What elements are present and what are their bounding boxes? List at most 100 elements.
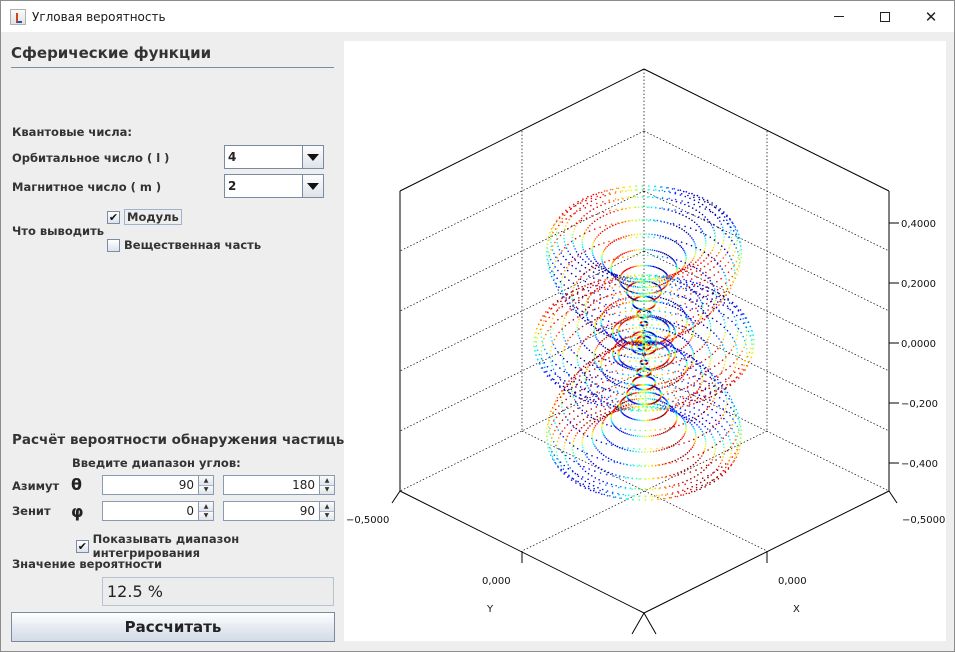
surface-point — [700, 228, 702, 230]
surface-point — [699, 270, 701, 272]
surface-point — [559, 433, 562, 436]
surface-point — [653, 334, 655, 337]
surface-point — [573, 418, 575, 420]
orbital-number-select[interactable]: 4 — [224, 145, 324, 169]
real-part-checkbox[interactable]: Вещественная часть — [107, 238, 261, 252]
azimuth-to-spinner[interactable]: 180 ▲ ▼ — [223, 475, 335, 495]
surface-point — [632, 318, 635, 321]
close-button[interactable]: ✕ — [908, 1, 954, 32]
spherical-harmonic-plot[interactable]: 0,4000 0,2000 0,0000 −0,200 −0,400 −0,50… — [344, 41, 946, 641]
orbital-dropdown-button[interactable] — [302, 146, 323, 168]
surface-point — [664, 282, 666, 284]
surface-point — [545, 311, 547, 313]
surface-point — [665, 187, 668, 189]
surface-point — [566, 476, 569, 478]
modulus-checkbox[interactable]: ✔ Модуль — [107, 209, 182, 225]
spinner-up-icon[interactable]: ▲ — [320, 476, 334, 486]
surface-point — [604, 350, 607, 353]
surface-point — [640, 248, 642, 251]
surface-point — [674, 387, 677, 389]
surface-point — [564, 246, 566, 249]
surface-point — [600, 266, 603, 268]
surface-point — [735, 233, 737, 236]
surface-point — [631, 488, 633, 490]
surface-point — [570, 403, 572, 406]
minimize-button[interactable] — [816, 1, 862, 32]
surface-point — [651, 408, 653, 411]
surface-point — [636, 334, 638, 337]
surface-point — [641, 280, 644, 283]
zenith-to-spinner[interactable]: 90 ▲ ▼ — [223, 501, 335, 521]
surface-point — [678, 327, 680, 329]
zenith-from-spinner[interactable]: 0 ▲ ▼ — [102, 501, 214, 521]
surface-point — [712, 292, 715, 295]
maximize-button[interactable] — [862, 1, 908, 32]
surface-point — [612, 496, 615, 499]
surface-point — [698, 297, 701, 299]
surface-point — [575, 250, 578, 253]
surface-point — [610, 307, 613, 309]
surface-point — [715, 390, 718, 392]
surface-point — [643, 350, 646, 353]
surface-point — [693, 255, 696, 258]
surface-point — [714, 232, 716, 234]
surface-point — [726, 219, 728, 221]
surface-point — [590, 402, 592, 404]
surface-point — [621, 253, 624, 255]
surface-point — [736, 229, 739, 232]
surface-point — [640, 314, 643, 316]
surface-point — [731, 320, 733, 323]
magnetic-dropdown-button[interactable] — [302, 175, 323, 197]
surface-point — [635, 300, 637, 303]
magnetic-number-select[interactable]: 2 — [224, 174, 324, 198]
surface-point — [638, 464, 641, 467]
surface-point — [604, 347, 607, 349]
surface-point — [735, 247, 738, 249]
spinner-down-icon[interactable]: ▼ — [320, 511, 334, 520]
surface-point — [731, 301, 734, 304]
surface-point — [546, 427, 548, 430]
surface-point — [541, 358, 543, 361]
surface-point — [662, 292, 665, 295]
surface-point — [671, 324, 673, 326]
surface-point — [719, 456, 722, 458]
title-bar: Угловая вероятность ✕ — [1, 1, 954, 32]
surface-point — [571, 384, 574, 387]
surface-point — [549, 353, 552, 356]
surface-point — [572, 381, 574, 384]
surface-point — [560, 283, 563, 285]
surface-point — [596, 300, 598, 302]
surface-point — [568, 346, 570, 348]
surface-point — [565, 297, 567, 299]
calculate-button[interactable]: Рассчитать — [11, 612, 335, 642]
surface-point — [646, 196, 649, 198]
surface-point — [686, 365, 688, 367]
surface-point — [616, 362, 619, 364]
spinner-up-icon[interactable]: ▲ — [199, 476, 213, 486]
surface-point — [550, 228, 553, 230]
spinner-down-icon[interactable]: ▼ — [320, 485, 334, 494]
spinner-up-icon[interactable]: ▲ — [320, 502, 334, 512]
surface-point — [663, 318, 665, 320]
spinner-up-icon[interactable]: ▲ — [199, 502, 213, 512]
azimuth-from-spinner[interactable]: 90 ▲ ▼ — [102, 475, 214, 495]
surface-point — [733, 243, 736, 245]
surface-point — [613, 273, 615, 275]
surface-point — [713, 385, 715, 388]
surface-point — [638, 300, 641, 302]
surface-point — [702, 364, 704, 367]
surface-point — [680, 376, 683, 379]
surface-point — [651, 357, 653, 359]
surface-point — [612, 258, 615, 261]
spinner-down-icon[interactable]: ▼ — [199, 485, 213, 494]
surface-point — [551, 317, 554, 320]
spinner-down-icon[interactable]: ▼ — [199, 511, 213, 520]
surface-point — [630, 368, 633, 371]
show-range-checkbox[interactable]: ✔ Показывать диапазон интегрирования — [76, 532, 343, 560]
surface-point — [597, 280, 599, 283]
surface-point — [726, 449, 729, 452]
surface-point — [569, 296, 571, 298]
3d-plot-area[interactable]: 0,4000 0,2000 0,0000 −0,200 −0,400 −0,50… — [344, 41, 946, 641]
surface-point — [739, 309, 742, 311]
surface-point — [681, 333, 684, 336]
